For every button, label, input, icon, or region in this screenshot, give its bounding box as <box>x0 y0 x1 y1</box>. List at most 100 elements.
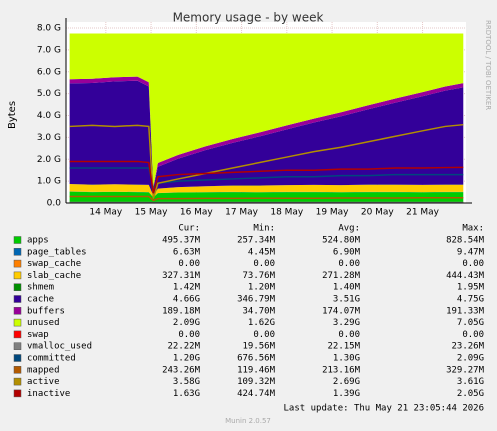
legend-stat: 2.69G <box>333 377 360 387</box>
legend-stat: 495.37M <box>162 236 201 246</box>
legend-stat: 4.45M <box>248 247 276 257</box>
legend-label: mapped <box>27 365 60 375</box>
legend-stat: 189.18M <box>162 306 201 316</box>
legend-label: cache <box>27 295 54 305</box>
legend-stat: 6.63M <box>173 247 201 257</box>
legend-swatch <box>13 248 22 256</box>
legend-stat: 271.28M <box>322 271 361 281</box>
legend-swatch <box>13 354 22 362</box>
x-tick-label: 20 May <box>361 208 395 218</box>
legend-swatch <box>13 366 22 374</box>
legend-label: swap_cache <box>27 259 81 269</box>
legend-stat: 444.43M <box>446 271 485 281</box>
legend-stat: 3.61G <box>457 377 484 387</box>
area <box>69 33 464 188</box>
area <box>69 76 464 188</box>
y-axis-label: Bytes <box>7 101 18 129</box>
y-tick-label: 1.0 G <box>37 177 61 187</box>
x-tick-label: 17 May <box>225 208 259 218</box>
legend-stat: 7.05G <box>457 318 484 328</box>
legend-stat: 1.63G <box>173 389 200 399</box>
legend-swatch <box>13 330 22 339</box>
legend-stat: 257.34M <box>237 236 276 246</box>
y-tick-label: 2.0 G <box>37 155 61 165</box>
legend-swatch <box>13 283 22 291</box>
legend-label: active <box>27 377 60 387</box>
legend-label: committed <box>27 354 76 364</box>
legend-stat: 1.20M <box>248 283 276 293</box>
y-tick-label: 3.0 G <box>37 133 61 143</box>
legend-stat: 0.00 <box>253 259 275 269</box>
y-tick-label: 5.0 G <box>37 89 61 99</box>
line <box>69 123 464 199</box>
legend-stat: 828.54M <box>446 236 485 246</box>
legend-stat: 2.05G <box>457 389 484 399</box>
legend-label: shmem <box>27 283 54 293</box>
line <box>69 195 464 202</box>
y-tick-label: 4.0 G <box>37 111 61 121</box>
legend-stat: 3.29G <box>333 318 360 328</box>
footer: Munin 2.0.57 <box>225 417 271 425</box>
last-update: Last update: Thu May 21 23:05:44 2026 <box>284 404 484 414</box>
marks <box>69 33 464 204</box>
legend-stat: 676.56M <box>237 354 276 364</box>
legend-stat: 1.39G <box>333 389 360 399</box>
legend-label: unused <box>27 318 60 328</box>
legend-stat: 1.40M <box>333 283 361 293</box>
legend-stat: 6.90M <box>333 247 361 257</box>
stats-header: Min: <box>253 224 275 234</box>
legend-swatch <box>13 389 22 398</box>
chart-title: Memory usage - by week <box>173 11 324 25</box>
stats-header: Max: <box>462 224 484 234</box>
line <box>69 167 464 190</box>
axes: 0.0 1.0 G 2.0 G 3.0 G 4.0 G 5.0 G 6.0 G 7.0 G 8.… <box>37 18 472 218</box>
legend-stat: 3.51G <box>333 295 360 305</box>
legend-stat: 34.70M <box>242 306 275 316</box>
side-text: RRDTOOL / TOBI OETIKER <box>484 20 492 110</box>
legend-stat: 0.00 <box>462 259 484 269</box>
legend-stat: 22.15M <box>327 342 360 352</box>
legend-label: vmalloc_used <box>27 342 92 352</box>
stats-header: Avg: <box>338 224 360 234</box>
legend-stat: 0.00 <box>462 330 484 340</box>
legend-stat: 1.42M <box>173 283 201 293</box>
legend-stat: 23.26M <box>451 342 484 352</box>
y-tick-label: 7.0 G <box>37 45 61 55</box>
stats-header: Cur: <box>178 224 200 234</box>
legend-stat: 424.74M <box>237 389 276 399</box>
legend: Cur: Min: Avg: Max: apps 495.37M 257.34M 524.80… <box>13 224 485 399</box>
x-tick-label: 14 May <box>89 208 123 218</box>
legend-label: swap <box>27 330 49 340</box>
y-tick-label: 8.0 G <box>37 24 61 34</box>
legend-swatch <box>13 307 22 315</box>
y-tick-label: 6.0 G <box>37 67 61 77</box>
legend-stat: 1.20G <box>173 354 200 364</box>
legend-stat: 73.76M <box>242 271 275 281</box>
legend-swatch <box>13 259 22 268</box>
legend-stat: 327.31M <box>162 271 201 281</box>
legend-stat: 329.27M <box>446 365 485 375</box>
legend-swatch <box>13 295 22 303</box>
legend-stat: 243.26M <box>162 365 201 375</box>
legend-stat: 9.47M <box>457 247 485 257</box>
legend-stat: 3.58G <box>173 377 200 387</box>
legend-stat: 0.00 <box>338 259 360 269</box>
legend-stat: 0.00 <box>253 330 275 340</box>
legend-stat: 0.00 <box>178 330 200 340</box>
legend-label: inactive <box>27 389 70 399</box>
legend-stat: 19.56M <box>242 342 275 352</box>
legend-stat: 2.09G <box>457 354 484 364</box>
legend-label: slab_cache <box>27 271 81 281</box>
y-tick-label: 0.0 <box>47 199 62 209</box>
legend-stat: 4.66G <box>173 295 200 305</box>
legend-swatch <box>13 236 22 244</box>
legend-stat: 346.79M <box>237 295 276 305</box>
legend-label: apps <box>27 236 49 246</box>
area <box>69 191 464 203</box>
x-tick-label: 21 May <box>406 208 440 218</box>
x-tick-label: 18 May <box>270 208 304 218</box>
x-tick-label: 15 May <box>135 208 169 218</box>
legend-stat: 1.95M <box>457 283 485 293</box>
